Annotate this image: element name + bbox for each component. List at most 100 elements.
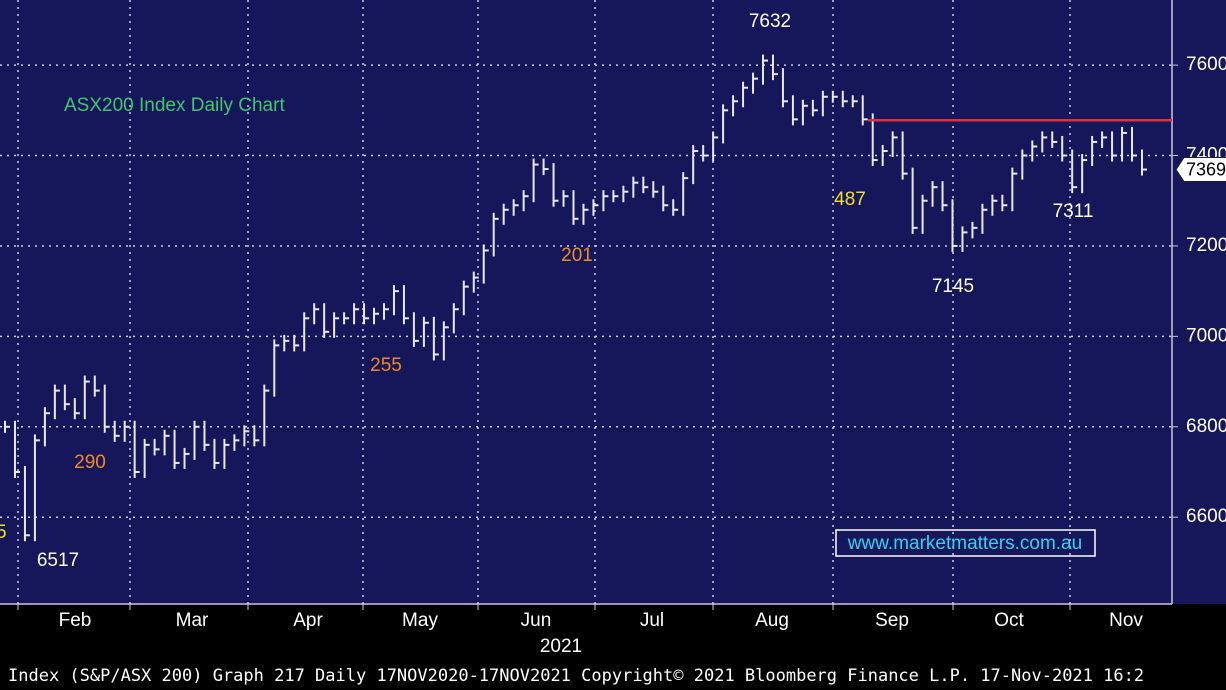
- price-bar: [333, 312, 340, 338]
- price-bar: [811, 99, 818, 117]
- price-bar: [941, 181, 948, 212]
- x-tick-label: Jul: [640, 610, 664, 631]
- price-bar: [432, 316, 439, 361]
- price-bar: [1021, 149, 1028, 180]
- price-bar: [163, 429, 170, 456]
- price-bar: [522, 190, 529, 212]
- price-bar: [1031, 140, 1038, 162]
- price-bar: [542, 158, 549, 176]
- price-bar: [422, 316, 429, 347]
- last-price-tag: [1175, 157, 1226, 183]
- price-bar: [881, 145, 888, 167]
- price-bar: [582, 203, 589, 225]
- price-bar: [622, 185, 629, 203]
- price-bar: [502, 203, 509, 225]
- price-bar: [921, 194, 928, 234]
- watermark-box: [835, 529, 1096, 557]
- annotation: 7145: [932, 276, 974, 297]
- price-bar: [791, 95, 798, 126]
- price-bar: [462, 280, 469, 316]
- price-bar: [762, 54, 768, 85]
- price-bar: [732, 95, 739, 117]
- price-bar: [512, 199, 519, 216]
- price-bar: [572, 190, 579, 225]
- price-bar: [53, 384, 60, 420]
- price-bar: [113, 420, 120, 442]
- price-bar: [293, 334, 300, 352]
- price-bar: [532, 158, 539, 203]
- price-bar: [373, 307, 380, 325]
- price-bar: [801, 99, 808, 126]
- annotation: 255: [370, 355, 402, 376]
- price-bar: [472, 271, 479, 293]
- price-bar: [971, 221, 978, 239]
- price-bar: [253, 425, 260, 447]
- price-bar: [43, 407, 50, 447]
- x-tick-label: Nov: [1109, 610, 1143, 631]
- watermark: www.marketmatters.com.au: [847, 533, 1082, 554]
- price-bar: [263, 384, 270, 447]
- x-tick-label: May: [402, 610, 438, 631]
- annotation: 7632: [749, 11, 791, 32]
- x-tick-label: Feb: [59, 610, 92, 631]
- price-bar: [83, 375, 90, 420]
- price-bar: [861, 95, 868, 126]
- price-bar: [492, 212, 499, 257]
- price-bar: [871, 113, 878, 167]
- price-bar: [63, 384, 70, 411]
- price-bar: [103, 384, 110, 433]
- y-tick-label: 6800: [1186, 416, 1226, 437]
- price-bar: [891, 131, 898, 157]
- price-bar: [143, 438, 150, 478]
- price-bar: [612, 190, 619, 203]
- price-bar: [1061, 135, 1068, 162]
- y-tick-label: 7000: [1186, 325, 1226, 346]
- price-bar: [482, 244, 489, 284]
- price-bar: [821, 90, 828, 117]
- price-bar: [602, 190, 609, 212]
- x-tick-label: Sep: [875, 610, 909, 631]
- annotation: 7311: [1053, 201, 1094, 222]
- price-bar: [961, 226, 968, 252]
- price-bar: [392, 285, 399, 316]
- annotation: 201: [561, 245, 593, 266]
- price-bar: [303, 312, 310, 352]
- plot-background: [0, 0, 1226, 604]
- x-tick-label: Mar: [176, 610, 209, 631]
- price-bar: [402, 285, 409, 325]
- price-bar: [442, 321, 449, 361]
- price-bar: [951, 199, 958, 252]
- price-bar: [722, 104, 729, 144]
- price-bar: [213, 438, 220, 469]
- annotation: 5: [0, 522, 7, 543]
- price-bar: [4, 420, 10, 433]
- price-bar: [1101, 131, 1108, 148]
- price-bar: [23, 465, 30, 542]
- annotation: 6517: [37, 550, 79, 571]
- price-bar: [771, 54, 778, 81]
- price-bar: [353, 303, 360, 325]
- footer: Index (S&P/ASX 200) Graph 217 Daily 17NO…: [8, 666, 1144, 686]
- price-bar: [851, 95, 858, 108]
- price-bar: [123, 420, 130, 442]
- price-bar: [662, 185, 669, 212]
- price-bar: [931, 181, 938, 207]
- annotation: 290: [74, 452, 106, 473]
- price-bar: [592, 199, 599, 216]
- x-tick-label: Oct: [994, 610, 1024, 631]
- price-bar: [712, 131, 719, 162]
- y-tick-label: 7600: [1186, 54, 1226, 75]
- x-tick-label: Aug: [755, 610, 789, 631]
- price-bar: [133, 420, 140, 478]
- price-bar: [781, 68, 788, 108]
- price-bar: [652, 181, 659, 198]
- grid: [0, 0, 1172, 604]
- price-bar: [911, 167, 918, 234]
- price-bar: [173, 429, 180, 469]
- x-tick-label: Jun: [521, 610, 552, 631]
- price-bar: [1111, 131, 1118, 162]
- y-tick-label: 7200: [1186, 235, 1226, 256]
- price-bar: [672, 199, 679, 216]
